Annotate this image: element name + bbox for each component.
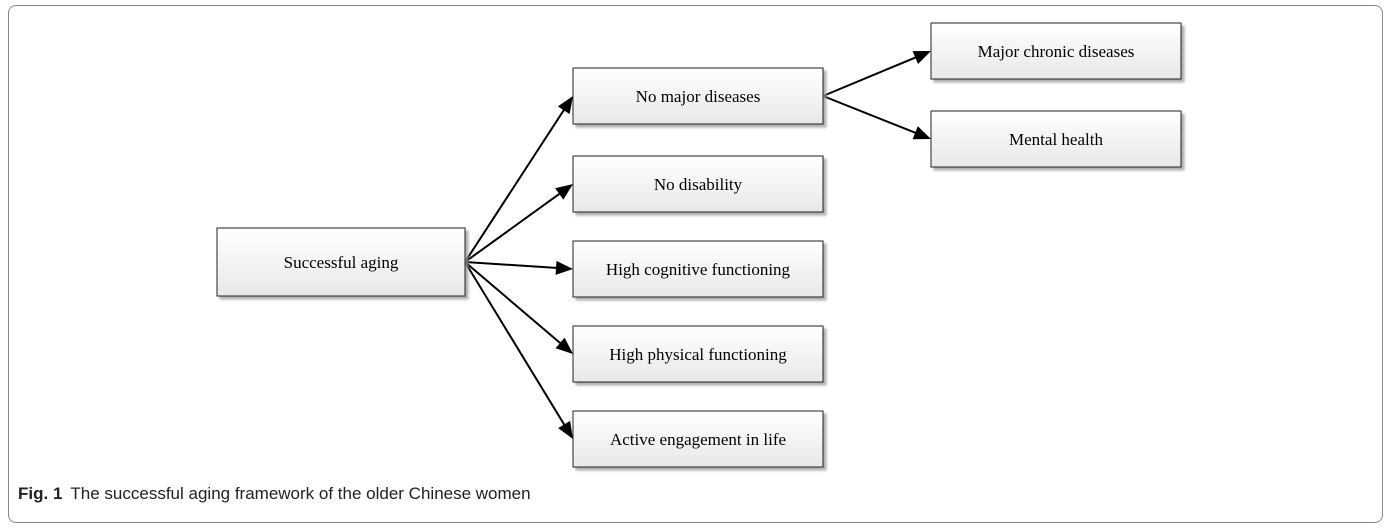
node-active-engagement: Active engagement in life (572, 410, 824, 468)
node-major-chronic: Major chronic diseases (930, 22, 1182, 80)
edge-root-to-no-disability (464, 184, 573, 263)
arrowhead-icon (912, 126, 931, 140)
edges-layer (464, 51, 931, 439)
node-label-active-engagement: Active engagement in life (610, 430, 786, 449)
edge-root-to-active-engagement (464, 261, 573, 439)
edge-root-to-no-major-diseases (464, 96, 573, 263)
node-box-high-physical (572, 325, 824, 383)
node-box-high-cognitive (572, 240, 824, 298)
node-box-major-chronic (930, 22, 1182, 80)
edge-line (464, 191, 562, 263)
arrowhead-icon (555, 260, 573, 275)
caption-text: The successful aging framework of the ol… (70, 484, 531, 503)
edge-line (822, 95, 918, 135)
node-high-physical: High physical functioning (572, 325, 824, 383)
nodes-layer: Successful aging No major diseases No disa… (216, 22, 1182, 468)
node-label-major-chronic: Major chronic diseases (978, 42, 1135, 61)
node-label-high-cognitive: High cognitive functioning (606, 260, 791, 279)
node-box-no-disability (572, 155, 824, 213)
node-root: Successful aging (216, 227, 466, 297)
node-label-high-physical: High physical functioning (609, 345, 787, 364)
node-mental-health: Mental health (930, 110, 1182, 168)
edge-line (822, 55, 918, 97)
figure-caption: Fig. 1 The successful aging framework of … (18, 484, 531, 508)
node-label-no-disability: No disability (654, 175, 743, 194)
node-high-cognitive: High cognitive functioning (572, 240, 824, 298)
node-label-root: Successful aging (284, 253, 399, 272)
node-no-disability: No disability (572, 155, 824, 213)
edge-line (464, 108, 566, 263)
edge-root-to-high-cognitive (464, 260, 573, 275)
edge-line (464, 261, 563, 346)
edge-no-major-diseases-to-major-chronic (822, 51, 931, 97)
node-label-no-major-diseases: No major diseases (636, 87, 761, 106)
arrowhead-icon (555, 337, 573, 354)
caption-label: Fig. 1 (18, 484, 63, 503)
node-label-mental-health: Mental health (1009, 130, 1103, 149)
arrowhead-icon (557, 96, 573, 115)
node-box-root (216, 227, 466, 297)
edge-no-major-diseases-to-mental-health (822, 95, 931, 140)
node-box-active-engagement (572, 410, 824, 468)
edge-line (464, 261, 559, 270)
arrowhead-icon (555, 184, 573, 200)
node-no-major-diseases: No major diseases (572, 67, 824, 125)
arrowhead-icon (558, 420, 573, 439)
edge-line (464, 261, 567, 427)
node-box-mental-health (930, 110, 1182, 168)
arrowhead-icon (912, 51, 931, 64)
edge-root-to-high-physical (464, 261, 573, 354)
node-box-no-major-diseases (572, 67, 824, 125)
